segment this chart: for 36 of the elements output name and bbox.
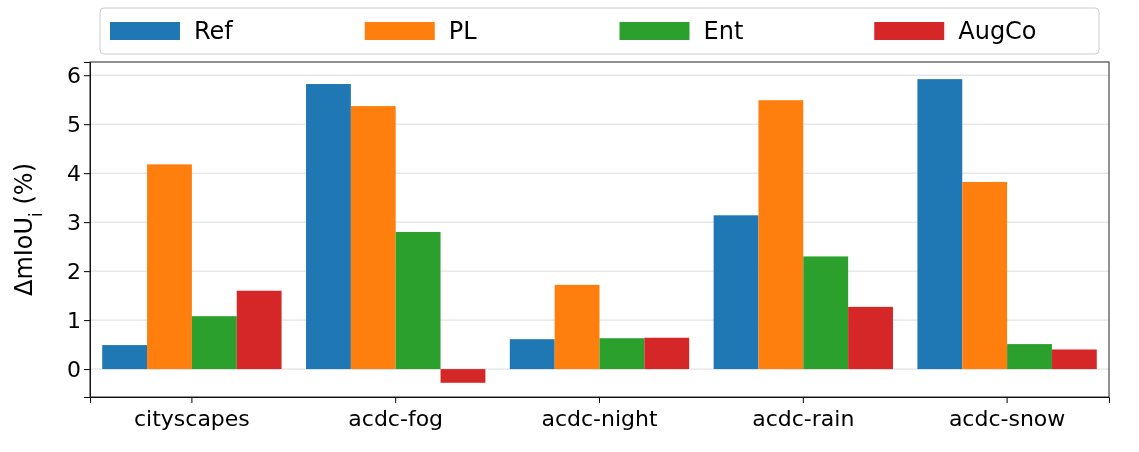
y-tick-label: 5 <box>67 111 81 137</box>
x-tick-label: acdc-rain <box>752 405 855 431</box>
bar <box>1051 349 1097 370</box>
bar <box>644 337 690 370</box>
bar <box>440 369 486 383</box>
x-tick-label: cityscapes <box>133 405 250 431</box>
bar <box>917 79 963 370</box>
y-tick-label: 3 <box>67 209 81 235</box>
bar <box>236 290 282 370</box>
y-tick-label: 1 <box>67 307 81 333</box>
bar <box>509 339 555 370</box>
legend-label: Ref <box>194 17 234 45</box>
legend-label: Ent <box>703 17 744 45</box>
bar <box>102 345 148 370</box>
bar <box>191 316 237 370</box>
y-tick-label: 0 <box>67 356 81 382</box>
x-tick-label: acdc-fog <box>348 405 444 431</box>
bar <box>803 256 849 370</box>
y-tick-label: 2 <box>67 258 81 284</box>
bar <box>599 338 645 370</box>
y-tick-label: 6 <box>67 62 81 88</box>
x-tick-label: acdc-night <box>541 405 658 431</box>
bar <box>758 100 804 370</box>
bar <box>713 215 759 370</box>
legend-label: AugCo <box>958 17 1037 45</box>
bar <box>350 106 396 370</box>
bar <box>554 284 600 370</box>
bar <box>395 231 441 370</box>
x-tick-label: acdc-snow <box>948 405 1066 431</box>
bar <box>147 164 192 370</box>
bar <box>1007 344 1052 370</box>
bar <box>848 306 893 370</box>
legend-label: PL <box>448 17 478 45</box>
bar <box>306 84 351 370</box>
y-tick-label: 4 <box>67 160 81 186</box>
bar <box>962 181 1008 370</box>
